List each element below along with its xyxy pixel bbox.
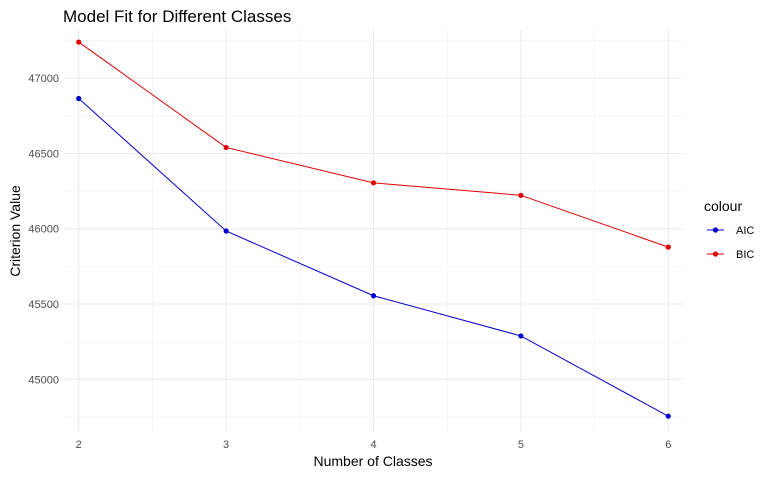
data-point-aic [76,95,82,102]
series-layer [76,39,671,419]
legend-key-point [712,227,719,233]
data-point-bic [370,180,377,186]
data-point-bic [665,244,671,250]
data-point-bic [223,144,229,151]
x-axis-title: Number of Classes [313,453,432,469]
x-tick-label: 3 [223,439,229,451]
y-tick-label: 45000 [28,374,59,386]
x-tick-label: 6 [665,439,671,451]
legend-items: AIC BIC [707,225,754,261]
x-tick-label: 2 [76,439,82,451]
grid-layer [64,30,683,432]
legend-label: AIC [736,225,754,237]
data-point-aic [223,228,229,234]
x-tick-label: 5 [518,439,524,451]
y-tick-label: 46000 [28,224,59,236]
data-point-bic [518,192,524,198]
y-axis-ticks: 45000 45500 46000 46500 47000 [28,73,59,386]
legend-title: colour [704,198,742,214]
y-tick-label: 46500 [28,148,59,160]
y-tick-label: 45500 [28,299,59,311]
legend-label: BIC [736,249,754,261]
legend: colour AIC BIC [704,198,754,261]
data-point-aic [665,413,671,419]
data-point-bic [76,39,82,45]
chart-title: Model Fit for Different Classes [63,7,291,26]
y-tick-label: 47000 [28,73,59,85]
legend-item-bic: BIC [707,249,754,261]
data-point-aic [370,293,377,299]
x-tick-label: 4 [370,439,376,451]
data-point-aic [518,333,524,339]
legend-item-aic: AIC [707,225,754,237]
legend-key-point [712,251,719,257]
x-axis-ticks: 2 3 4 5 6 [76,439,672,451]
y-axis-title: Criterion Value [7,185,23,277]
